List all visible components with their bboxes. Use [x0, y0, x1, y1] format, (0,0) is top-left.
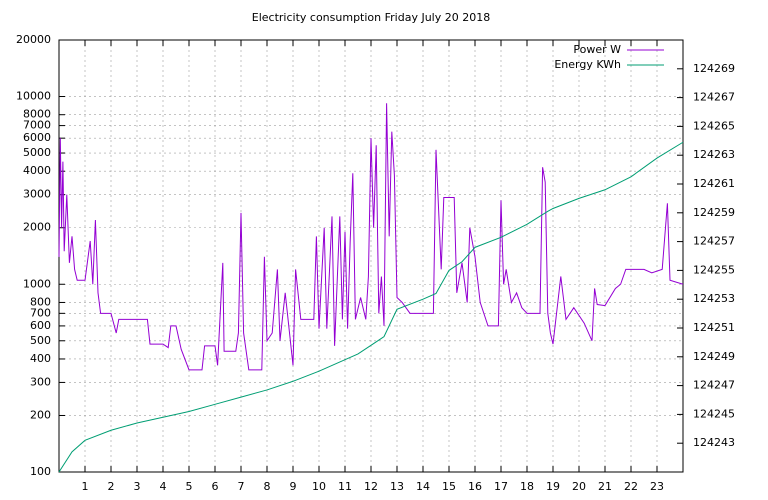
line-series	[58, 141, 684, 473]
y2-tick-label: 124259	[693, 206, 735, 219]
x-tick-label: 3	[134, 480, 141, 493]
y-tick-label: 400	[30, 352, 51, 365]
x-tick-label: 21	[598, 480, 612, 493]
y-tick-label: 800	[30, 295, 51, 308]
y-tick-label: 4000	[23, 164, 51, 177]
y2-tick-label: 124269	[693, 62, 735, 75]
y-tick-label: 20000	[16, 33, 51, 46]
x-tick-label: 9	[290, 480, 297, 493]
y2-tick-label: 124251	[693, 321, 735, 334]
x-tick-label: 23	[650, 480, 664, 493]
x-tick-label: 15	[442, 480, 456, 493]
x-tick-label: 19	[546, 480, 560, 493]
y-tick-label: 7000	[23, 119, 51, 132]
x-tick-label: 22	[624, 480, 638, 493]
y-tick-label: 8000	[23, 108, 51, 121]
y2-tick-label: 124249	[693, 350, 735, 363]
x-tick-label: 17	[494, 480, 508, 493]
x-tick-label: 11	[338, 480, 352, 493]
y2-tick-label: 124257	[693, 235, 735, 248]
y2-tick-label: 124253	[693, 292, 735, 305]
x-tick-label: 8	[264, 480, 271, 493]
x-tick-label: 18	[520, 480, 534, 493]
x-tick-label: 10	[312, 480, 326, 493]
y-tick-label: 600	[30, 319, 51, 332]
x-tick-label: 20	[572, 480, 586, 493]
x-tick-label: 2	[108, 480, 115, 493]
y-tick-label: 6000	[23, 131, 51, 144]
x-tick-label: 6	[212, 480, 219, 493]
y2-tick-label: 124247	[693, 379, 735, 392]
y-tick-label: 500	[30, 334, 51, 347]
x-tick-label: 16	[468, 480, 482, 493]
y-tick-label: 10000	[16, 90, 51, 103]
y2-tick-label: 124243	[693, 436, 735, 449]
x-tick-label: 5	[186, 480, 193, 493]
x-tick-label: 14	[416, 480, 430, 493]
y-tick-label: 5000	[23, 146, 51, 159]
y-tick-label: 200	[30, 408, 51, 421]
x-tick-label: 7	[238, 480, 245, 493]
x-tick-label: 4	[160, 480, 167, 493]
y-tick-label: 100	[30, 465, 51, 478]
x-tick-label: 13	[390, 480, 404, 493]
y2-tick-label: 124245	[693, 407, 735, 420]
y-tick-label: 2000	[23, 221, 51, 234]
y2-tick-label: 124265	[693, 119, 735, 132]
y2-tick-label: 124255	[693, 263, 735, 276]
y-tick-label: 300	[30, 375, 51, 388]
y-tick-label: 1000	[23, 277, 51, 290]
y2-tick-label: 124267	[693, 91, 735, 104]
y-tick-label: 3000	[23, 188, 51, 201]
y2-tick-label: 124261	[693, 177, 735, 190]
x-tick-label: 1	[82, 480, 89, 493]
y-tick-label: 700	[30, 306, 51, 319]
y2-tick-label: 124263	[693, 148, 735, 161]
chart-title: Electricity consumption Friday July 20 2…	[252, 11, 490, 24]
legend-label: Power W	[573, 43, 621, 56]
line-series	[58, 103, 684, 371]
x-tick-label: 12	[364, 480, 378, 493]
legend-label: Energy KWh	[554, 58, 621, 71]
